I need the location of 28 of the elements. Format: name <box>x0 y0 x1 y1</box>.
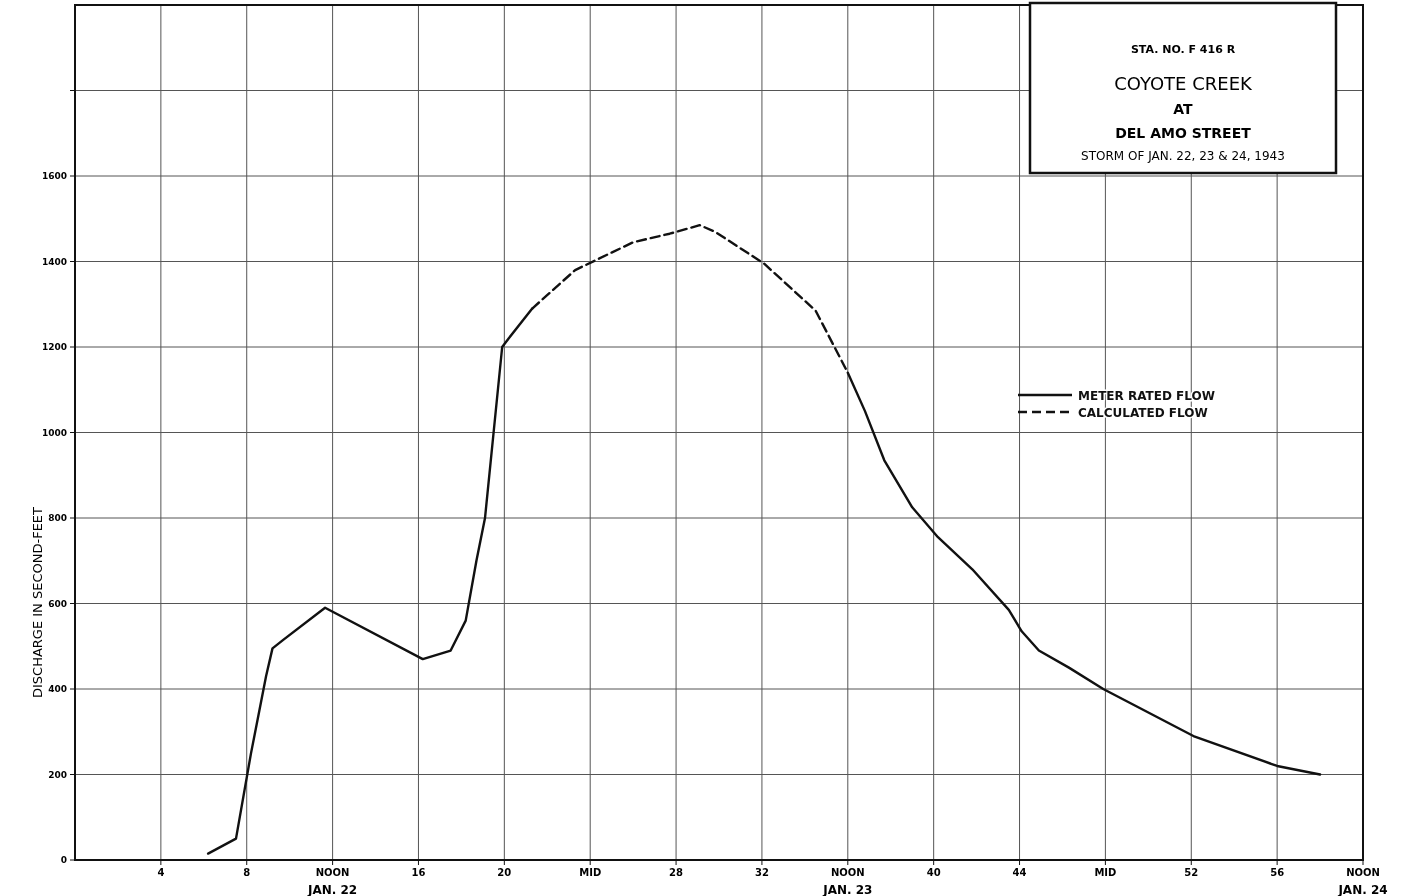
y-tick-label: 400 <box>48 684 67 694</box>
y-tick-label: 1600 <box>41 171 67 181</box>
x-tick-label: NOON JAN. 22 <box>306 867 358 896</box>
y-axis-title: DISCHARGE IN SECOND-FEET <box>30 506 45 699</box>
x-tick-label: 8 <box>243 867 251 878</box>
text: STORM OF JAN. 22, 23 & 24, 1943 <box>1081 149 1285 163</box>
x-tick-label: 28 <box>669 867 684 878</box>
x-tick-label: 4 <box>157 867 165 878</box>
x-tick-label: NOON JAN. 24 <box>1337 867 1388 896</box>
x-tick-label: 44 <box>1012 867 1027 878</box>
x-tick-label: 56 <box>1270 867 1285 878</box>
y-tick-label: 1200 <box>41 342 67 352</box>
x-tick-label: NOON JAN. 23 <box>822 867 873 896</box>
x-tick-label: 16 <box>411 867 426 878</box>
y-tick-label: 200 <box>48 769 67 780</box>
y-tick-label: 1400 <box>41 256 67 267</box>
x-tick-label: MID <box>1094 867 1117 878</box>
y-tick-label: 1000 <box>41 427 67 438</box>
x-tick-label: 40 <box>926 867 941 878</box>
x-tick-label: 52 <box>1184 867 1199 878</box>
annotation: STA. NO. F 416 R <box>1130 43 1236 56</box>
x-tick-label: 32 <box>754 867 769 878</box>
y-tick-label: 600 <box>48 598 67 609</box>
y-tick-label: 0 <box>60 855 67 865</box>
x-tick-label: 20 <box>497 867 512 878</box>
text: COYOTE CREEK AT DEL AMO STREET <box>1114 73 1254 141</box>
x-tick-label: MID <box>579 867 602 878</box>
y-tick-label: 800 <box>48 513 67 523</box>
